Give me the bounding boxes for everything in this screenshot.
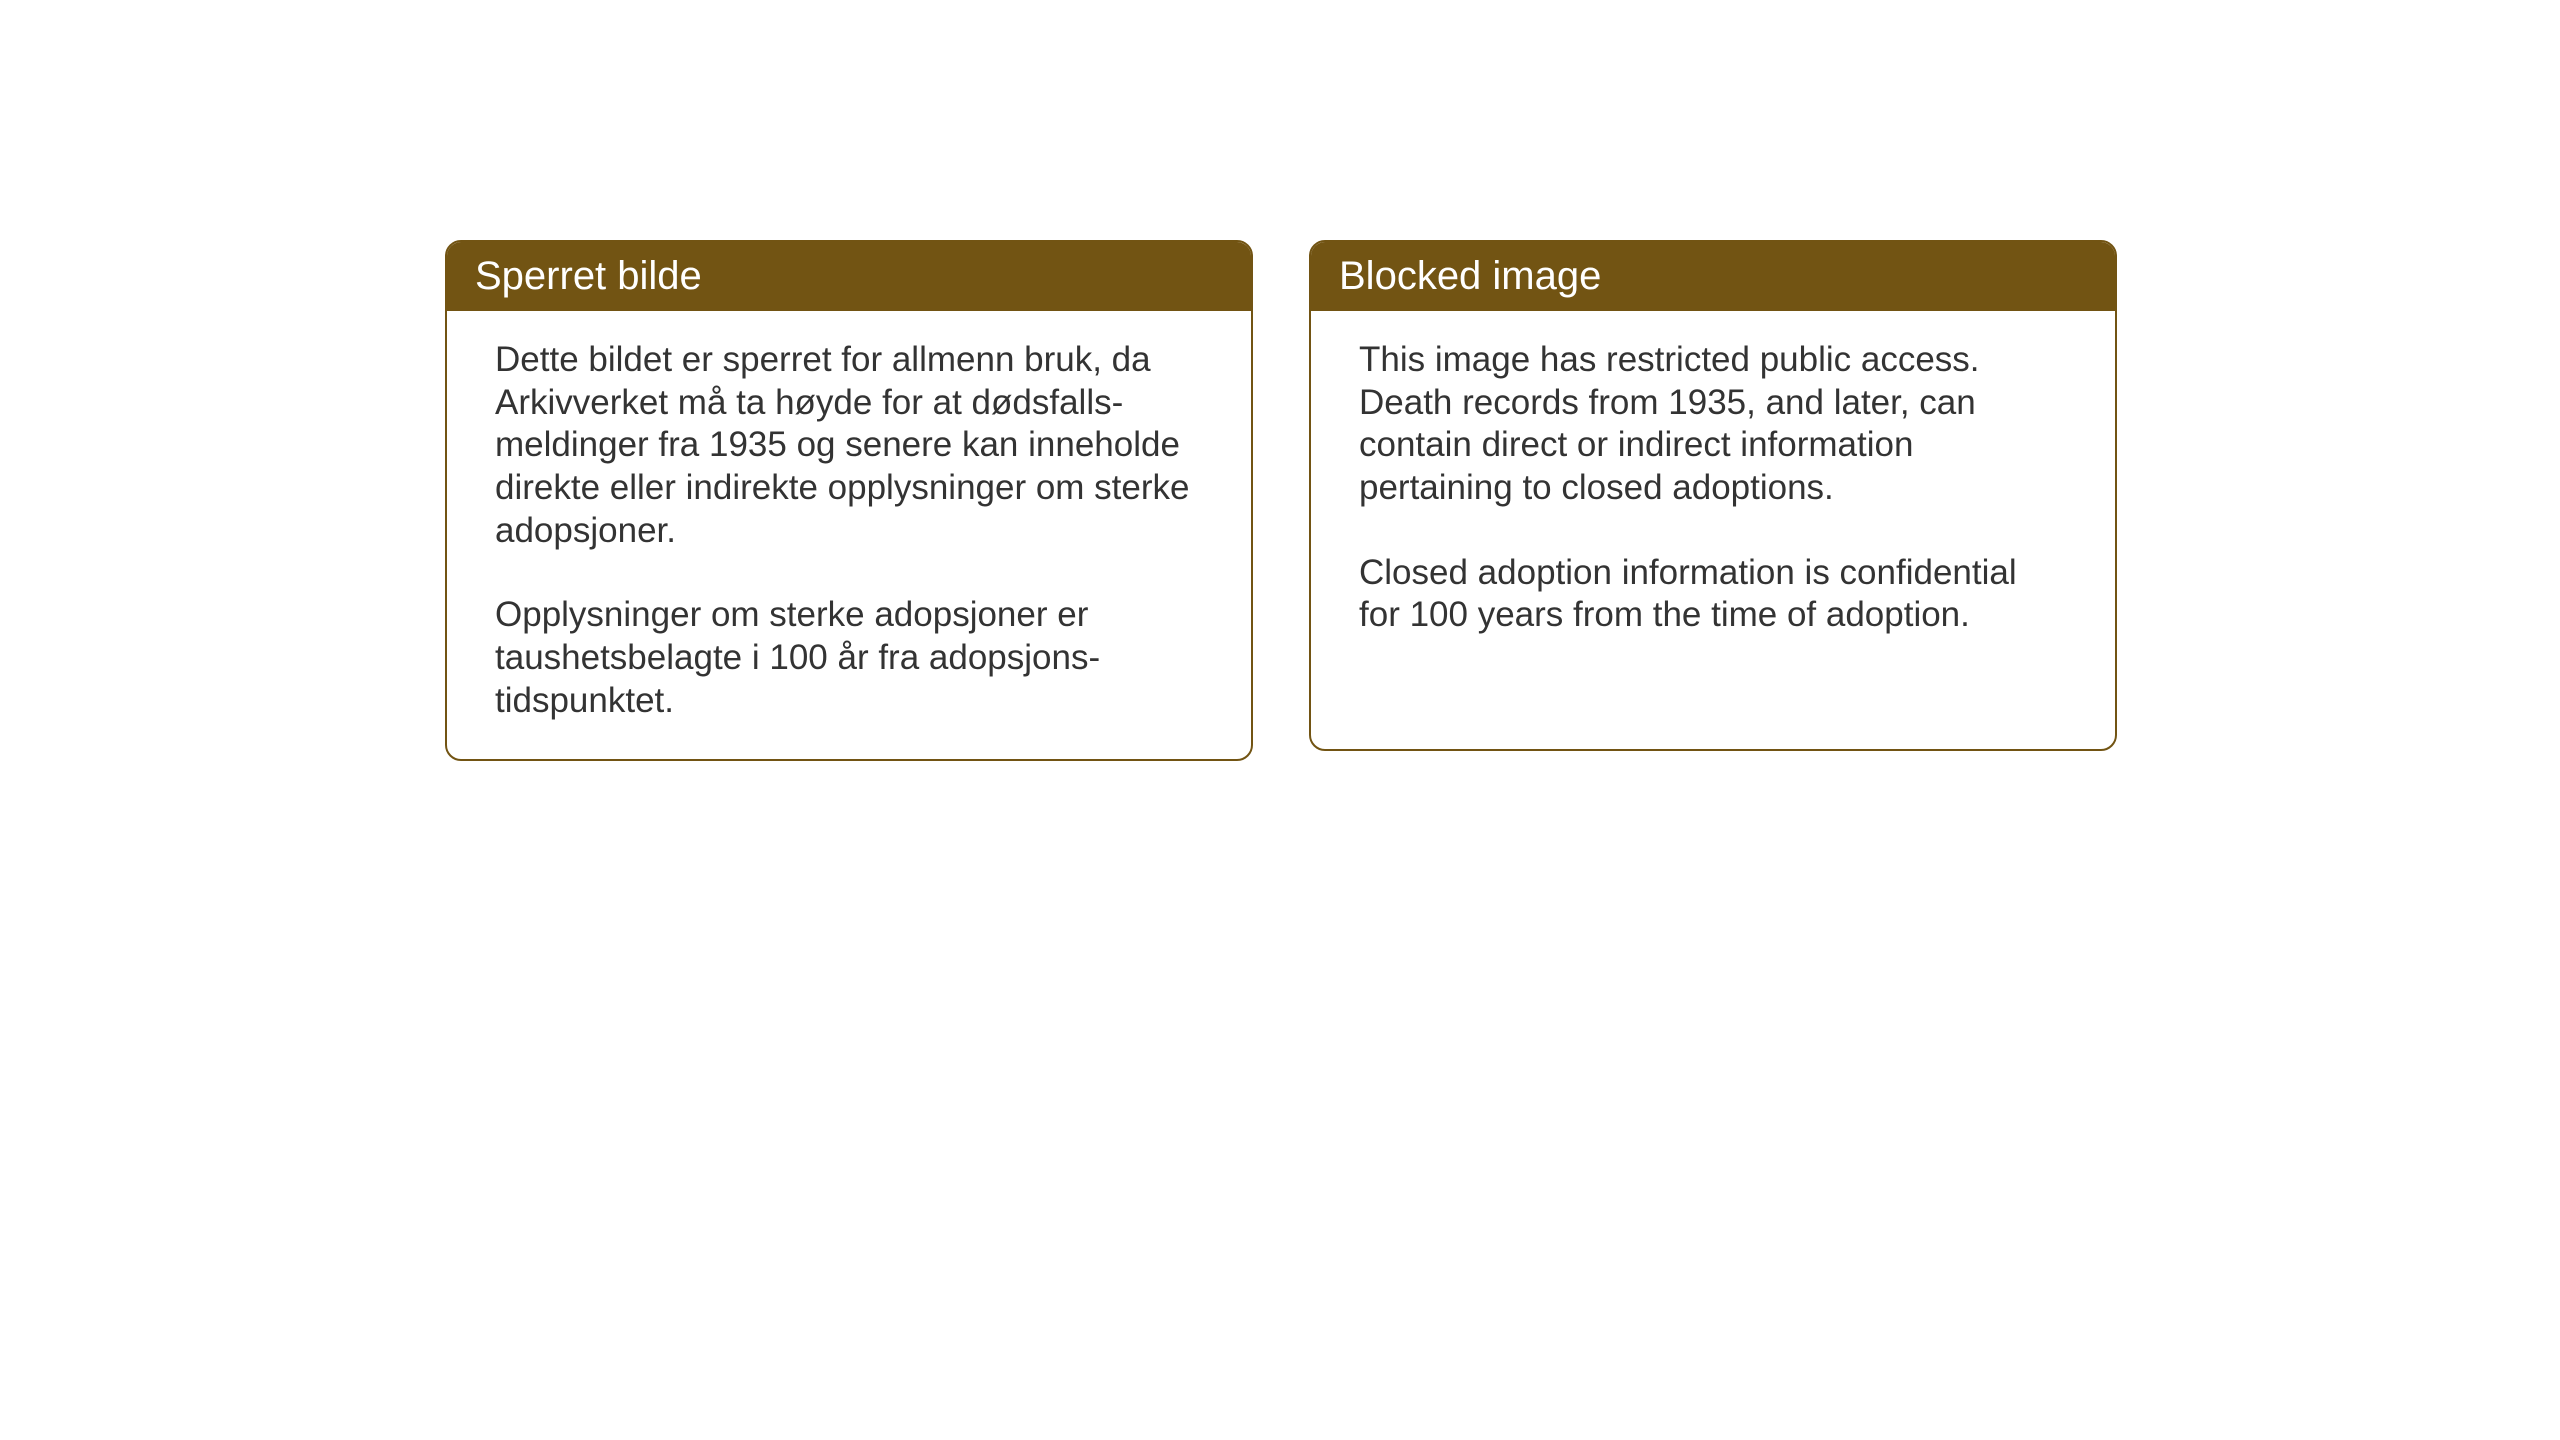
- english-paragraph-2: Closed adoption information is confident…: [1359, 552, 2067, 637]
- norwegian-card-body: Dette bildet er sperret for allmenn bruk…: [447, 311, 1251, 759]
- english-paragraph-1: This image has restricted public access.…: [1359, 339, 2067, 510]
- norwegian-paragraph-2: Opplysninger om sterke adopsjoner er tau…: [495, 594, 1203, 722]
- norwegian-card-title: Sperret bilde: [447, 242, 1251, 311]
- norwegian-paragraph-1: Dette bildet er sperret for allmenn bruk…: [495, 339, 1203, 552]
- english-card-title: Blocked image: [1311, 242, 2115, 311]
- notice-container: Sperret bilde Dette bildet er sperret fo…: [445, 240, 2117, 761]
- norwegian-notice-card: Sperret bilde Dette bildet er sperret fo…: [445, 240, 1253, 761]
- english-card-body: This image has restricted public access.…: [1311, 311, 2115, 673]
- english-notice-card: Blocked image This image has restricted …: [1309, 240, 2117, 751]
